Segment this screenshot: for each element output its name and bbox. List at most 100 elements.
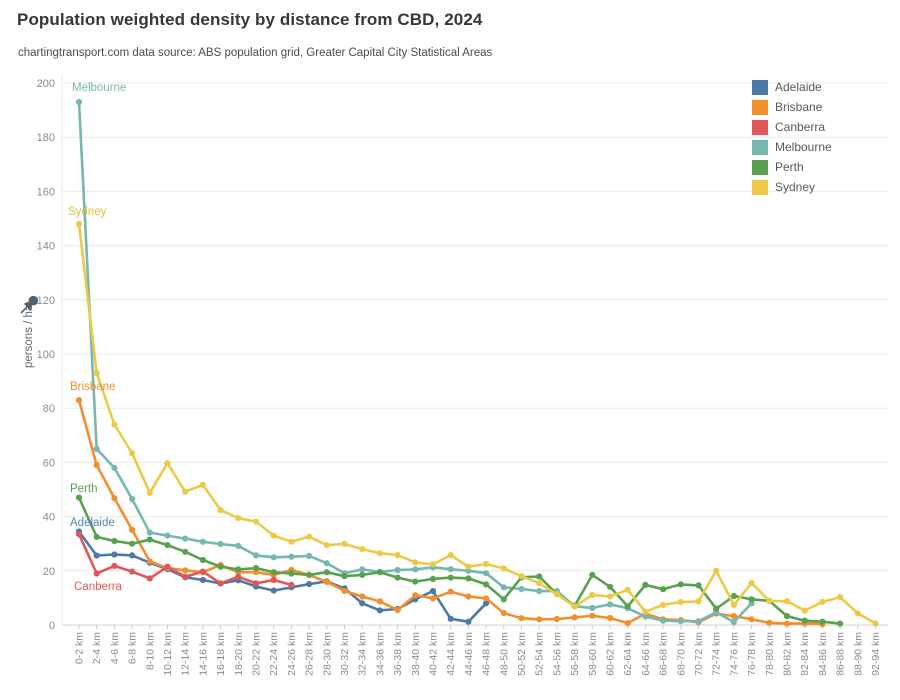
series-point-canberra[interactable]: [217, 580, 224, 587]
series-point-perth[interactable]: [323, 569, 330, 576]
series-point-brisbane[interactable]: [394, 607, 401, 614]
series-point-melbourne[interactable]: [695, 618, 702, 625]
series-point-brisbane[interactable]: [518, 615, 525, 622]
series-point-brisbane[interactable]: [376, 598, 383, 605]
series-point-melbourne[interactable]: [589, 604, 596, 612]
series-point-sydney[interactable]: [872, 620, 879, 627]
legend-item-perth[interactable]: Perth: [752, 157, 832, 177]
series-point-sydney[interactable]: [111, 421, 118, 428]
series-point-brisbane[interactable]: [624, 620, 631, 627]
series-point-sydney[interactable]: [447, 552, 454, 559]
series-point-adelaide[interactable]: [483, 600, 490, 607]
series-point-sydney[interactable]: [854, 610, 861, 617]
series-point-canberra[interactable]: [164, 563, 171, 570]
series-point-perth[interactable]: [111, 537, 118, 545]
series-point-perth[interactable]: [75, 494, 83, 501]
series-point-adelaide[interactable]: [129, 552, 136, 559]
series-point-sydney[interactable]: [129, 450, 136, 457]
series-point-brisbane[interactable]: [589, 612, 596, 619]
series-point-brisbane[interactable]: [412, 592, 419, 599]
series-point-melbourne[interactable]: [359, 566, 366, 573]
series-point-adelaide[interactable]: [376, 607, 383, 614]
legend-swatch-canberra[interactable]: [752, 119, 768, 135]
series-point-perth[interactable]: [376, 569, 383, 576]
series-point-sydney[interactable]: [819, 598, 826, 606]
series-point-sydney[interactable]: [624, 586, 631, 593]
series-point-melbourne[interactable]: [323, 560, 330, 567]
series-point-melbourne[interactable]: [75, 98, 83, 106]
series-point-brisbane[interactable]: [323, 578, 330, 586]
series-point-canberra[interactable]: [182, 573, 189, 580]
series-point-adelaide[interactable]: [270, 587, 277, 594]
series-line-perth[interactable]: [77, 496, 842, 625]
series-point-brisbane[interactable]: [429, 595, 437, 602]
series-point-melbourne[interactable]: [447, 566, 454, 573]
series-point-perth[interactable]: [306, 571, 313, 579]
series-point-melbourne[interactable]: [182, 535, 189, 542]
series-point-melbourne[interactable]: [93, 445, 100, 452]
series-point-perth[interactable]: [182, 548, 189, 555]
series-point-perth[interactable]: [606, 583, 614, 590]
series-point-adelaide[interactable]: [447, 615, 454, 622]
series-point-sydney[interactable]: [75, 220, 83, 227]
series-line-melbourne[interactable]: [77, 100, 753, 624]
series-point-perth[interactable]: [217, 563, 224, 570]
series-point-canberra[interactable]: [111, 562, 118, 570]
series-point-sydney[interactable]: [252, 518, 260, 525]
series-point-brisbane[interactable]: [182, 567, 189, 574]
series-point-sydney[interactable]: [341, 540, 348, 548]
series-point-canberra[interactable]: [93, 570, 100, 577]
series-point-adelaide[interactable]: [111, 551, 118, 558]
series-point-sydney[interactable]: [660, 601, 667, 609]
series-point-melbourne[interactable]: [660, 617, 667, 624]
legend-swatch-sydney[interactable]: [752, 179, 768, 195]
series-point-perth[interactable]: [730, 592, 738, 600]
series-point-perth[interactable]: [783, 613, 791, 620]
series-point-melbourne[interactable]: [500, 584, 507, 591]
series-point-sydney[interactable]: [695, 598, 702, 605]
series-point-adelaide[interactable]: [93, 552, 100, 559]
series-point-melbourne[interactable]: [518, 585, 525, 593]
legend-item-adelaide[interactable]: Adelaide: [752, 77, 832, 97]
legend-item-brisbane[interactable]: Brisbane: [752, 97, 832, 117]
series-point-adelaide[interactable]: [199, 576, 206, 584]
series-point-sydney[interactable]: [164, 460, 171, 467]
series-point-sydney[interactable]: [429, 561, 437, 568]
series-point-brisbane[interactable]: [129, 526, 136, 534]
series-point-sydney[interactable]: [235, 515, 242, 522]
series-point-melbourne[interactable]: [146, 529, 153, 536]
series-point-melbourne[interactable]: [483, 570, 490, 577]
series-point-sydney[interactable]: [571, 603, 578, 610]
series-point-sydney[interactable]: [412, 559, 419, 566]
series-point-sydney[interactable]: [642, 608, 649, 615]
series-point-brisbane[interactable]: [536, 616, 543, 623]
series-point-canberra[interactable]: [129, 568, 136, 575]
series-point-perth[interactable]: [500, 596, 507, 603]
series-point-sydney[interactable]: [606, 593, 614, 600]
legend-swatch-brisbane[interactable]: [752, 99, 768, 115]
series-point-perth[interactable]: [93, 533, 100, 541]
series-point-adelaide[interactable]: [359, 600, 366, 607]
series-point-perth[interactable]: [447, 574, 454, 581]
series-point-melbourne[interactable]: [730, 618, 738, 626]
series-point-brisbane[interactable]: [571, 614, 578, 621]
series-point-sydney[interactable]: [146, 489, 153, 496]
legend-item-melbourne[interactable]: Melbourne: [752, 137, 832, 157]
series-point-brisbane[interactable]: [75, 397, 83, 404]
series-point-canberra[interactable]: [199, 568, 206, 575]
series-point-melbourne[interactable]: [199, 538, 206, 545]
series-point-perth[interactable]: [589, 571, 596, 579]
series-point-sydney[interactable]: [589, 591, 596, 599]
series-line-sydney[interactable]: [77, 222, 877, 625]
series-point-adelaide[interactable]: [306, 581, 313, 588]
series-point-canberra[interactable]: [252, 580, 260, 587]
series-point-sydney[interactable]: [483, 560, 490, 568]
series-point-sydney[interactable]: [713, 567, 720, 574]
series-point-perth[interactable]: [146, 536, 153, 543]
series-point-melbourne[interactable]: [606, 601, 614, 608]
series-point-brisbane[interactable]: [783, 620, 791, 627]
series-point-perth[interactable]: [483, 581, 490, 588]
series-point-melbourne[interactable]: [306, 552, 313, 560]
series-point-perth[interactable]: [624, 603, 631, 610]
